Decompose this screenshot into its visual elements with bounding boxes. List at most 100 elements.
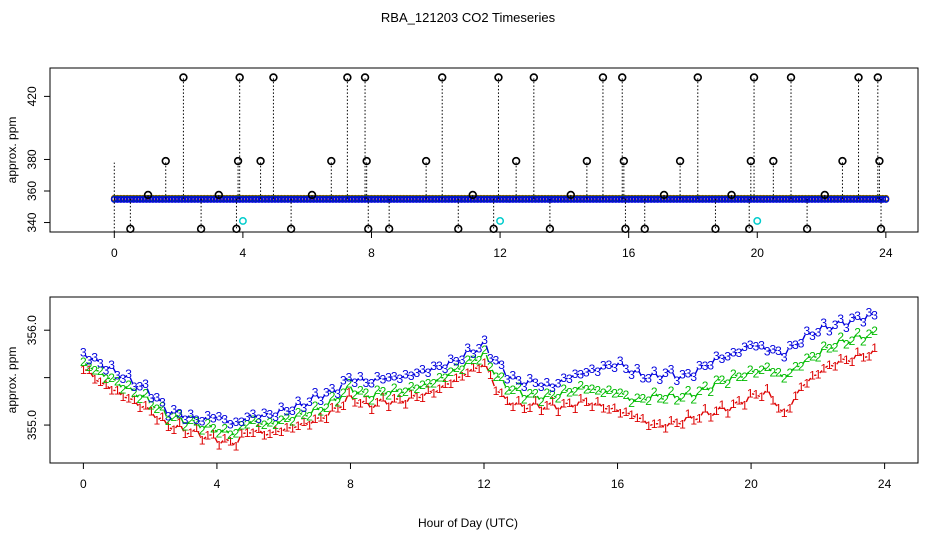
- series-3-marker: 3: [538, 380, 545, 394]
- series-1-marker: 1: [741, 399, 748, 413]
- series-3-marker: 3: [159, 396, 166, 410]
- series-2-marker: 2: [170, 410, 177, 424]
- spike-point: [214, 190, 223, 200]
- series-3-point: [769, 196, 777, 203]
- series-2-marker: 2: [114, 375, 121, 389]
- series-3-segment: [327, 389, 331, 393]
- series-3-segment: [519, 382, 524, 386]
- series-1-marker: 1: [758, 390, 765, 404]
- series-2-segment: [84, 363, 88, 367]
- series-1-segment: [231, 442, 235, 446]
- series-3-marker: 3: [97, 357, 104, 371]
- series-2-marker: 2: [634, 391, 641, 405]
- series-3-segment: [841, 321, 846, 326]
- series-3-point: [551, 196, 559, 203]
- series-1-segment: [582, 398, 586, 402]
- series-2-segment: [694, 393, 699, 398]
- series-3-marker: 3: [521, 380, 528, 394]
- series-3-segment: [728, 353, 733, 356]
- series-2-marker: 2: [589, 382, 596, 396]
- series-2-marker: 2: [312, 399, 319, 413]
- series-2-marker: 2: [80, 355, 87, 369]
- spike-point: [854, 73, 863, 82]
- series-1-segment: [378, 398, 382, 402]
- series-3-point: [364, 196, 372, 203]
- series-2-marker: 2: [854, 325, 861, 339]
- series-3-point: [814, 196, 822, 203]
- series-3-marker: 3: [572, 367, 579, 381]
- series-1-marker: 1: [391, 392, 398, 406]
- series-2-marker: 2: [289, 414, 296, 428]
- series-2-segment: [158, 406, 162, 409]
- series-3-point: [647, 196, 655, 203]
- spike-point: [384, 224, 394, 234]
- series-2-segment: [316, 407, 320, 411]
- plot-frame-top: [49, 67, 919, 233]
- series-2-segment: [734, 374, 738, 377]
- series-3-point: [445, 196, 453, 203]
- series-1-segment: [807, 377, 812, 382]
- y-tick-label-top: 360: [25, 181, 39, 201]
- series-3-segment: [90, 357, 94, 361]
- series-2-marker: 2: [221, 421, 228, 435]
- spike-point: [438, 73, 447, 82]
- series-2-marker: 2: [662, 392, 669, 406]
- series-2-segment: [779, 373, 783, 378]
- series-2-marker: 2: [397, 386, 404, 400]
- x-tick-label-bottom: 4: [214, 477, 221, 491]
- series-3-point: [740, 196, 748, 203]
- series-2-segment: [322, 408, 326, 411]
- series-1-marker: 1: [577, 392, 584, 406]
- series-3-marker: 3: [374, 369, 381, 383]
- series-1-marker: 1: [843, 353, 850, 367]
- series-1-marker: 1: [419, 391, 426, 405]
- series-1-marker: 1: [521, 402, 528, 416]
- series-1-marker: 1: [724, 407, 731, 421]
- series-3-segment: [316, 394, 320, 399]
- series-3-segment: [209, 415, 213, 419]
- series-1-marker: 1: [487, 368, 494, 382]
- series-3-point: [576, 196, 584, 203]
- series-3-segment: [553, 384, 557, 388]
- series-3-point: [432, 196, 440, 203]
- series-1-marker: 1: [753, 388, 760, 402]
- series-1-marker: 1: [781, 406, 788, 420]
- series-1-segment: [553, 404, 558, 410]
- series-2-segment: [384, 392, 388, 395]
- series-3-segment: [418, 370, 422, 373]
- series-1-segment: [593, 402, 597, 406]
- spike-point: [343, 73, 352, 82]
- series-3-point: [323, 196, 330, 203]
- series-3-marker: 3: [532, 376, 539, 390]
- series-3-marker: 3: [238, 415, 245, 429]
- series-3-point: [233, 196, 240, 203]
- series-1-marker: 1: [131, 393, 138, 407]
- series-2-marker: 2: [786, 366, 793, 380]
- spike-point: [711, 224, 720, 234]
- series-2-marker: 2: [86, 360, 93, 374]
- series-3-marker: 3: [289, 404, 296, 418]
- series-3-marker: 3: [736, 346, 743, 360]
- series-1-marker: 1: [413, 390, 420, 404]
- series-1-segment: [435, 389, 439, 393]
- series-1-segment: [740, 401, 744, 405]
- series-2-segment: [825, 346, 828, 349]
- series-3-segment: [440, 366, 444, 369]
- series-3-segment: [310, 394, 315, 400]
- series-2-segment: [220, 429, 224, 433]
- series-2-segment: [231, 433, 235, 436]
- series-2-segment: [434, 378, 439, 383]
- cyan-point: [496, 217, 505, 225]
- series-3-segment: [779, 352, 784, 356]
- series-3-point: [557, 196, 565, 203]
- series-1-marker: 1: [719, 398, 726, 412]
- series-3-point: [837, 196, 845, 203]
- series-1-segment: [615, 409, 620, 413]
- series-3-point: [506, 196, 514, 203]
- spike-point: [362, 156, 371, 166]
- series-2-marker: 2: [645, 394, 652, 408]
- series-1-marker: 1: [549, 395, 556, 409]
- series-1-segment: [339, 406, 342, 409]
- series-3-marker: 3: [430, 359, 437, 373]
- series-2-segment: [401, 391, 404, 394]
